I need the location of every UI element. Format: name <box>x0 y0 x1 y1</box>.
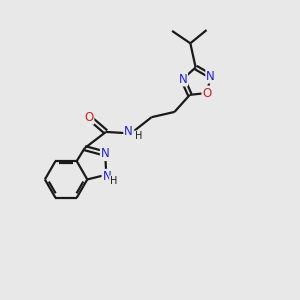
Text: N: N <box>103 170 111 183</box>
Text: N: N <box>124 125 133 138</box>
Text: N: N <box>178 73 187 85</box>
Text: N: N <box>206 70 215 83</box>
Text: H: H <box>135 131 142 141</box>
Text: O: O <box>202 86 212 100</box>
Text: H: H <box>110 176 117 186</box>
Text: O: O <box>84 111 93 124</box>
Text: N: N <box>101 147 110 160</box>
